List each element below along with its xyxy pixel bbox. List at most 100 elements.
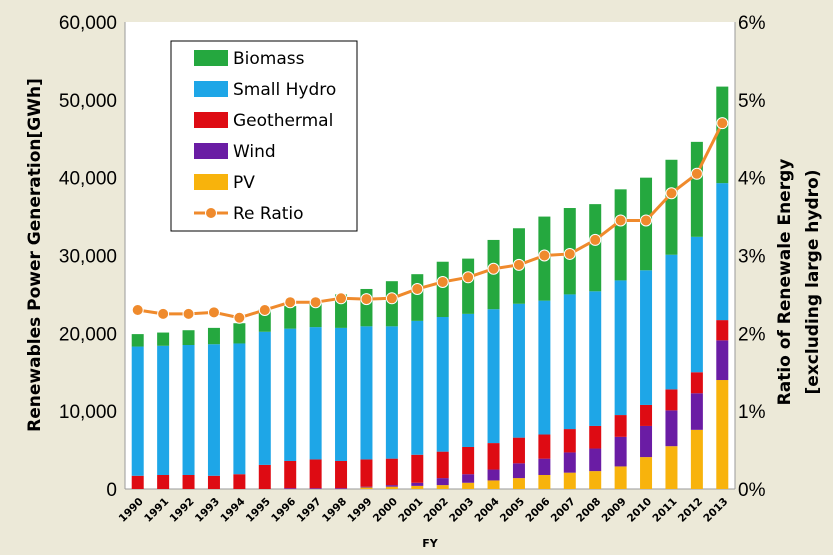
legend-swatch-pv [194,174,228,190]
bar-pv-2013 [716,380,729,489]
bar-wind-1998 [335,488,348,489]
y-tick-label: 20,000 [59,324,117,345]
bar-biomass-1992 [182,330,195,346]
y-axis-title: Renewables Power Generation[GWh] [25,78,45,432]
ratio-line-layer [131,117,729,324]
bar-small-hydro-2004 [487,309,500,444]
bar-pv-2007 [563,472,576,489]
bar-wind-2009 [614,436,627,467]
re-ratio-point-2008 [589,233,602,246]
bar-small-hydro-2009 [614,280,627,416]
left-axis-ticks: 0 10,000 20,000 30,000 40,000 50,000 60,000 [59,13,117,501]
bar-geothermal-1991 [157,474,170,489]
bars-layer [131,86,729,489]
bar-geothermal-1999 [360,459,373,487]
re-ratio-point-2010 [640,214,653,227]
bar-geothermal-1994 [233,474,246,489]
bar-pv-2003 [462,482,475,489]
bar-biomass-2009 [614,189,627,281]
re-ratio-point-1998 [335,292,348,305]
bar-pv-2009 [614,466,627,489]
legend-label-pv: PV [233,173,255,193]
re-ratio-point-1992 [182,307,195,320]
y2-tick-label: 6% [738,13,766,34]
legend: Biomass Small Hydro Geothermal Wind PV Re Rat… [170,40,358,232]
y2-tick-label: 4% [738,169,766,190]
bar-small-hydro-1995 [258,331,271,465]
re-ratio-point-1996 [284,296,297,309]
legend-swatch-geothermal [194,112,228,128]
bar-pv-2011 [665,446,678,489]
bar-biomass-1997 [309,302,322,328]
bar-small-hydro-2008 [589,291,602,426]
bar-wind-2000 [385,485,398,487]
y2-tick-label: 3% [738,247,766,268]
legend-box [170,40,358,232]
bar-geothermal-1990 [131,475,144,489]
bar-pv-2008 [589,471,602,489]
re-ratio-point-2009 [614,214,627,227]
legend-label-re-ratio: Re Ratio [233,204,304,224]
re-ratio-point-2006 [538,249,551,262]
y-tick-label: 30,000 [59,247,117,268]
legend-swatch-biomass [194,50,228,66]
bar-biomass-2002 [436,261,449,317]
bar-biomass-2011 [665,159,678,255]
y2-axis-title-line1: Ratio of Renewale Energy [775,159,795,406]
y2-tick-label: 0% [738,480,766,501]
bar-pv-2001 [411,485,424,489]
bar-small-hydro-1998 [335,327,348,461]
re-ratio-point-1995 [258,303,271,316]
bar-small-hydro-2006 [538,300,551,435]
bar-small-hydro-2010 [640,270,653,405]
y2-tick-label: 5% [738,91,766,112]
bar-small-hydro-1992 [182,345,195,475]
bar-wind-2005 [512,463,525,479]
bar-small-hydro-2013 [716,183,729,321]
bar-small-hydro-2012 [690,236,703,373]
bar-pv-2005 [512,478,525,489]
bar-biomass-1990 [131,334,144,347]
bar-pv-2012 [690,429,703,489]
legend-label-geothermal: Geothermal [233,111,333,131]
re-ratio-point-2005 [512,258,525,271]
bar-small-hydro-1994 [233,343,246,475]
bar-geothermal-2013 [716,320,729,341]
bar-geothermal-2003 [462,446,475,475]
bar-geothermal-2008 [589,425,602,449]
bar-wind-2003 [462,474,475,483]
bar-geothermal-1993 [207,475,220,489]
re-ratio-point-1991 [157,307,170,320]
re-ratio-point-1999 [360,293,373,306]
bar-small-hydro-2005 [512,303,525,438]
bar-small-hydro-1996 [284,328,297,461]
bar-small-hydro-2002 [436,316,449,452]
bar-biomass-2003 [462,258,475,314]
legend-swatch-small-hydro [194,81,228,97]
bar-geothermal-2002 [436,451,449,479]
bar-wind-2013 [716,340,729,381]
re-ratio-point-2011 [665,187,678,200]
y-tick-label: 50,000 [59,91,117,112]
bar-biomass-1996 [284,306,297,329]
y2-tick-label: 2% [738,324,766,345]
bar-small-hydro-2011 [665,254,678,390]
bar-small-hydro-2001 [411,320,424,455]
bar-small-hydro-2003 [462,313,475,447]
bar-small-hydro-1991 [157,345,170,475]
bar-pv-2000 [385,486,398,489]
legend-items: Biomass Small Hydro Geothermal Wind PV Re Rat… [194,49,336,224]
bar-wind-2012 [690,393,703,430]
bar-small-hydro-1993 [207,344,220,476]
re-ratio-point-2002 [436,275,449,288]
bar-geothermal-1996 [284,460,297,489]
bar-geothermal-2001 [411,454,424,483]
bar-wind-2001 [411,482,424,486]
re-ratio-point-1990 [131,303,144,316]
x-axis-title: FY [422,537,439,550]
re-ratio-point-2013 [716,117,729,130]
bar-small-hydro-2000 [385,326,398,459]
re-ratio-point-1997 [309,296,322,309]
bar-wind-2007 [563,452,576,473]
bar-geothermal-2009 [614,415,627,437]
